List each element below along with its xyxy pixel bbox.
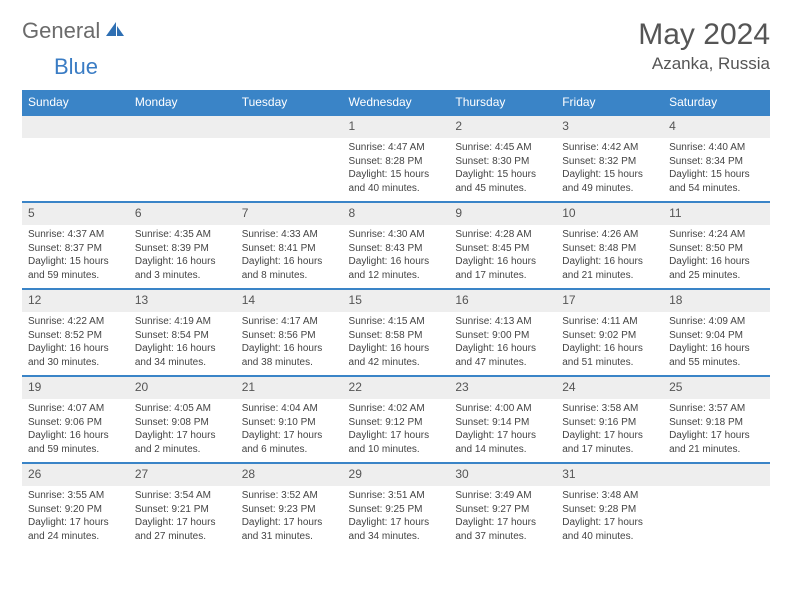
week-detail-row: Sunrise: 3:55 AMSunset: 9:20 PMDaylight:… bbox=[22, 486, 770, 549]
day-number-cell: 26 bbox=[22, 463, 129, 486]
month-title: May 2024 bbox=[638, 18, 770, 52]
calendar-table: SundayMondayTuesdayWednesdayThursdayFrid… bbox=[22, 90, 770, 549]
day-detail-cell: Sunrise: 3:54 AMSunset: 9:21 PMDaylight:… bbox=[129, 486, 236, 549]
day-detail-cell: Sunrise: 4:45 AMSunset: 8:30 PMDaylight:… bbox=[449, 138, 556, 202]
day-detail-cell: Sunrise: 4:24 AMSunset: 8:50 PMDaylight:… bbox=[663, 225, 770, 289]
dow-row: SundayMondayTuesdayWednesdayThursdayFrid… bbox=[22, 90, 770, 115]
day-detail-cell bbox=[663, 486, 770, 549]
week-daynum-row: 567891011 bbox=[22, 202, 770, 225]
day-detail-cell: Sunrise: 4:40 AMSunset: 8:34 PMDaylight:… bbox=[663, 138, 770, 202]
day-detail-cell: Sunrise: 4:33 AMSunset: 8:41 PMDaylight:… bbox=[236, 225, 343, 289]
day-number-cell: 21 bbox=[236, 376, 343, 399]
day-number-cell: 30 bbox=[449, 463, 556, 486]
day-number-cell: 13 bbox=[129, 289, 236, 312]
day-detail-cell: Sunrise: 4:42 AMSunset: 8:32 PMDaylight:… bbox=[556, 138, 663, 202]
day-number-cell: 24 bbox=[556, 376, 663, 399]
day-detail-cell: Sunrise: 3:57 AMSunset: 9:18 PMDaylight:… bbox=[663, 399, 770, 463]
day-detail-cell: Sunrise: 3:58 AMSunset: 9:16 PMDaylight:… bbox=[556, 399, 663, 463]
week-daynum-row: 262728293031 bbox=[22, 463, 770, 486]
day-number-cell: 23 bbox=[449, 376, 556, 399]
day-number-cell: 22 bbox=[343, 376, 450, 399]
day-number-cell: 11 bbox=[663, 202, 770, 225]
logo: General bbox=[22, 18, 128, 44]
logo-text-blue: Blue bbox=[54, 54, 98, 79]
day-detail-cell: Sunrise: 3:49 AMSunset: 9:27 PMDaylight:… bbox=[449, 486, 556, 549]
week-detail-row: Sunrise: 4:22 AMSunset: 8:52 PMDaylight:… bbox=[22, 312, 770, 376]
day-number-cell: 12 bbox=[22, 289, 129, 312]
day-number-cell: 18 bbox=[663, 289, 770, 312]
day-detail-cell bbox=[129, 138, 236, 202]
dow-header: Friday bbox=[556, 90, 663, 115]
week-detail-row: Sunrise: 4:07 AMSunset: 9:06 PMDaylight:… bbox=[22, 399, 770, 463]
day-detail-cell: Sunrise: 4:05 AMSunset: 9:08 PMDaylight:… bbox=[129, 399, 236, 463]
week-daynum-row: 12131415161718 bbox=[22, 289, 770, 312]
day-number-cell bbox=[129, 115, 236, 138]
day-detail-cell: Sunrise: 4:17 AMSunset: 8:56 PMDaylight:… bbox=[236, 312, 343, 376]
day-detail-cell bbox=[236, 138, 343, 202]
dow-header: Tuesday bbox=[236, 90, 343, 115]
day-detail-cell: Sunrise: 4:19 AMSunset: 8:54 PMDaylight:… bbox=[129, 312, 236, 376]
day-detail-cell: Sunrise: 3:55 AMSunset: 9:20 PMDaylight:… bbox=[22, 486, 129, 549]
day-number-cell: 2 bbox=[449, 115, 556, 138]
logo-text-general: General bbox=[22, 18, 100, 44]
day-detail-cell: Sunrise: 4:02 AMSunset: 9:12 PMDaylight:… bbox=[343, 399, 450, 463]
day-number-cell: 27 bbox=[129, 463, 236, 486]
day-number-cell: 5 bbox=[22, 202, 129, 225]
day-detail-cell: Sunrise: 4:26 AMSunset: 8:48 PMDaylight:… bbox=[556, 225, 663, 289]
day-number-cell: 6 bbox=[129, 202, 236, 225]
day-detail-cell: Sunrise: 3:51 AMSunset: 9:25 PMDaylight:… bbox=[343, 486, 450, 549]
day-number-cell: 8 bbox=[343, 202, 450, 225]
day-detail-cell: Sunrise: 4:30 AMSunset: 8:43 PMDaylight:… bbox=[343, 225, 450, 289]
day-number-cell: 7 bbox=[236, 202, 343, 225]
day-number-cell: 14 bbox=[236, 289, 343, 312]
day-detail-cell: Sunrise: 4:07 AMSunset: 9:06 PMDaylight:… bbox=[22, 399, 129, 463]
day-detail-cell: Sunrise: 4:15 AMSunset: 8:58 PMDaylight:… bbox=[343, 312, 450, 376]
day-number-cell: 20 bbox=[129, 376, 236, 399]
day-detail-cell: Sunrise: 3:52 AMSunset: 9:23 PMDaylight:… bbox=[236, 486, 343, 549]
day-number-cell: 25 bbox=[663, 376, 770, 399]
day-number-cell: 29 bbox=[343, 463, 450, 486]
day-number-cell: 28 bbox=[236, 463, 343, 486]
day-detail-cell: Sunrise: 4:47 AMSunset: 8:28 PMDaylight:… bbox=[343, 138, 450, 202]
week-daynum-row: 1234 bbox=[22, 115, 770, 138]
day-detail-cell bbox=[22, 138, 129, 202]
day-number-cell: 3 bbox=[556, 115, 663, 138]
day-detail-cell: Sunrise: 4:09 AMSunset: 9:04 PMDaylight:… bbox=[663, 312, 770, 376]
day-number-cell: 10 bbox=[556, 202, 663, 225]
day-detail-cell: Sunrise: 4:00 AMSunset: 9:14 PMDaylight:… bbox=[449, 399, 556, 463]
day-number-cell: 4 bbox=[663, 115, 770, 138]
day-number-cell: 17 bbox=[556, 289, 663, 312]
day-number-cell bbox=[663, 463, 770, 486]
day-number-cell: 1 bbox=[343, 115, 450, 138]
week-daynum-row: 19202122232425 bbox=[22, 376, 770, 399]
day-number-cell bbox=[236, 115, 343, 138]
dow-header: Thursday bbox=[449, 90, 556, 115]
day-detail-cell: Sunrise: 4:04 AMSunset: 9:10 PMDaylight:… bbox=[236, 399, 343, 463]
day-number-cell: 9 bbox=[449, 202, 556, 225]
week-detail-row: Sunrise: 4:47 AMSunset: 8:28 PMDaylight:… bbox=[22, 138, 770, 202]
dow-header: Sunday bbox=[22, 90, 129, 115]
logo-sail-icon bbox=[104, 20, 126, 43]
day-number-cell: 15 bbox=[343, 289, 450, 312]
week-detail-row: Sunrise: 4:37 AMSunset: 8:37 PMDaylight:… bbox=[22, 225, 770, 289]
day-detail-cell: Sunrise: 4:22 AMSunset: 8:52 PMDaylight:… bbox=[22, 312, 129, 376]
day-detail-cell: Sunrise: 4:11 AMSunset: 9:02 PMDaylight:… bbox=[556, 312, 663, 376]
dow-header: Saturday bbox=[663, 90, 770, 115]
day-number-cell: 19 bbox=[22, 376, 129, 399]
day-number-cell: 16 bbox=[449, 289, 556, 312]
day-detail-cell: Sunrise: 4:13 AMSunset: 9:00 PMDaylight:… bbox=[449, 312, 556, 376]
dow-header: Monday bbox=[129, 90, 236, 115]
day-detail-cell: Sunrise: 4:37 AMSunset: 8:37 PMDaylight:… bbox=[22, 225, 129, 289]
day-detail-cell: Sunrise: 4:35 AMSunset: 8:39 PMDaylight:… bbox=[129, 225, 236, 289]
day-detail-cell: Sunrise: 3:48 AMSunset: 9:28 PMDaylight:… bbox=[556, 486, 663, 549]
dow-header: Wednesday bbox=[343, 90, 450, 115]
day-number-cell bbox=[22, 115, 129, 138]
day-detail-cell: Sunrise: 4:28 AMSunset: 8:45 PMDaylight:… bbox=[449, 225, 556, 289]
day-number-cell: 31 bbox=[556, 463, 663, 486]
